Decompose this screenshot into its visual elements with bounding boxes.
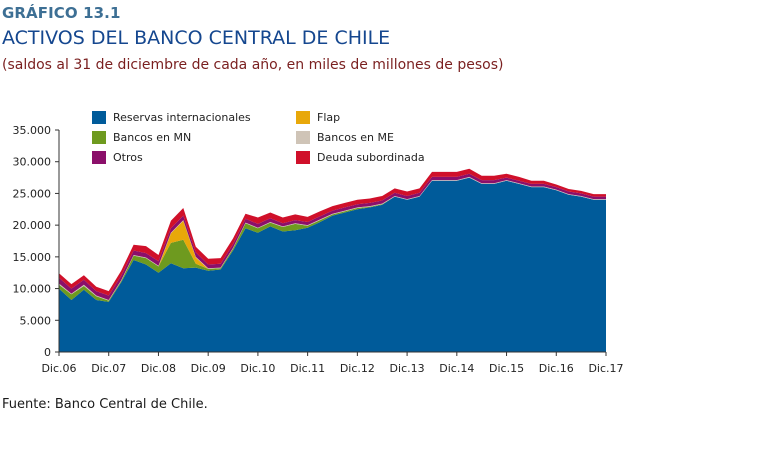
y-tick-label: 35.000 [13, 124, 52, 137]
legend-swatch [296, 111, 310, 124]
legend-item: Bancos en ME [296, 131, 394, 144]
y-tick-label: 30.000 [13, 156, 52, 169]
x-tick-label: Dic.08 [141, 362, 176, 375]
x-tick-label: Dic.13 [390, 362, 425, 375]
source-note: Fuente: Banco Central de Chile. [2, 397, 208, 412]
legend-label: Deuda subordinada [317, 151, 425, 164]
legend-swatch [92, 131, 106, 144]
legend-label: Bancos en ME [317, 131, 394, 144]
chart-subtitle: (saldos al 31 de diciembre de cada año, … [2, 57, 504, 73]
chart-title: ACTIVOS DEL BANCO CENTRAL DE CHILE [2, 27, 391, 49]
area-reservas-internacionales [59, 177, 606, 352]
chart-label: GRÁFICO 13.1 [2, 4, 121, 22]
x-tick-label: Dic.10 [240, 362, 275, 375]
legend-item: Otros [92, 151, 143, 164]
y-tick-label: 5.000 [20, 314, 52, 327]
x-tick-label: Dic.09 [191, 362, 226, 375]
y-tick-label: 25.000 [13, 187, 52, 200]
legend-item: Bancos en MN [92, 131, 191, 144]
y-tick-label: 0 [44, 346, 51, 359]
legend-swatch [92, 151, 106, 164]
legend-swatch [296, 131, 310, 144]
area-deuda-subordinada [59, 168, 606, 296]
legend-item: Reservas internacionales [92, 111, 251, 124]
legend-label: Reservas internacionales [113, 111, 251, 124]
y-tick-label: 10.000 [13, 283, 52, 296]
x-tick-label: Dic.07 [91, 362, 126, 375]
legend-item: Deuda subordinada [296, 151, 425, 164]
x-tick-label: Dic.11 [290, 362, 325, 375]
legend-label: Otros [113, 151, 143, 164]
x-tick-label: Dic.06 [41, 362, 76, 375]
x-tick-label: Dic.17 [588, 362, 623, 375]
x-tick-label: Dic.16 [539, 362, 574, 375]
y-tick-label: 15.000 [13, 251, 52, 264]
x-tick-label: Dic.14 [439, 362, 474, 375]
legend-label: Bancos en MN [113, 131, 192, 144]
x-tick-label: Dic.15 [489, 362, 524, 375]
legend-swatch [296, 151, 310, 164]
legend-swatch [92, 111, 106, 124]
legend-item: Flap [296, 111, 340, 124]
x-tick-label: Dic.12 [340, 362, 375, 375]
y-tick-label: 20.000 [13, 219, 52, 232]
legend-label: Flap [317, 111, 341, 124]
area-layers [59, 168, 606, 352]
area-otros [59, 173, 606, 300]
